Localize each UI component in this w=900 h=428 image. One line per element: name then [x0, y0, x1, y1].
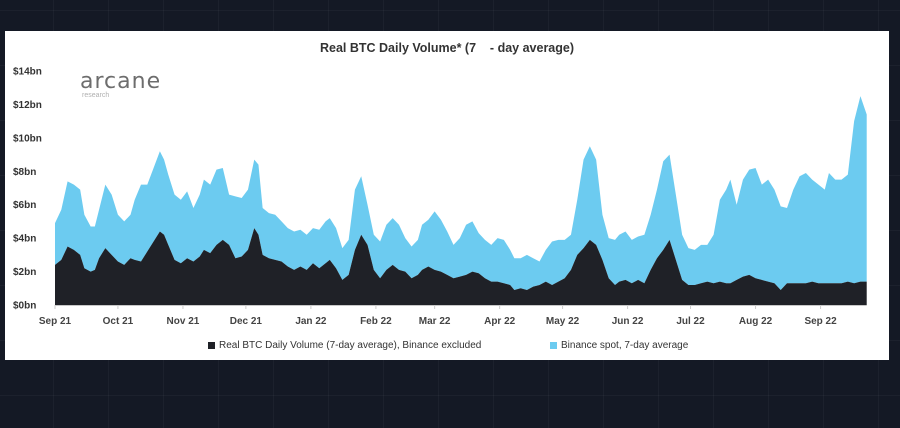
x-tick-label: Mar 22 [419, 316, 451, 327]
y-tick-label: $4bn [13, 234, 36, 245]
chart-plot: $0bn $2bn $4bn $6bn $8bn $10bn $12bn $14bn Sep … [13, 67, 867, 327]
x-tick-label: Jul 22 [676, 316, 705, 327]
x-tick-label: Sep 21 [39, 316, 72, 327]
legend-label-binance: Binance spot, 7-day average [561, 340, 689, 351]
x-tick-label: May 22 [546, 316, 580, 327]
y-tick-label: $6bn [13, 200, 36, 211]
x-tick-label: Dec 21 [230, 316, 263, 327]
x-tick-label: Oct 21 [103, 316, 134, 327]
logo-subtext: research [82, 92, 110, 99]
legend-item-real-btc: Real BTC Daily Volume (7-day average), B… [208, 340, 481, 351]
x-tick-label: Nov 21 [167, 316, 200, 327]
logo-text: arcane [80, 69, 162, 94]
x-tick-label: Aug 22 [739, 316, 773, 327]
legend-swatch-real-btc [208, 342, 215, 349]
y-tick-label: $2bn [13, 267, 36, 278]
arcane-logo: arcane research [80, 69, 162, 100]
x-tick-label: Sep 22 [804, 316, 837, 327]
legend-item-binance: Binance spot, 7-day average [550, 340, 688, 351]
area-real-btc-volume [55, 228, 867, 305]
chart-title: Real BTC Daily Volume* (7 - day average) [319, 41, 575, 55]
y-tick-label: $0bn [13, 301, 36, 312]
y-tick-label: $14bn [13, 67, 42, 78]
y-tick-label: $10bn [13, 133, 42, 144]
y-tick-label: $8bn [13, 167, 36, 178]
y-tick-label: $12bn [13, 100, 42, 111]
chart-card: Real BTC Daily Volume* (7 - day average)… [5, 31, 889, 360]
x-tick-label: Feb 22 [360, 316, 392, 327]
x-tick-label: Apr 22 [484, 316, 516, 327]
legend-label-real-btc: Real BTC Daily Volume (7-day average), B… [219, 340, 482, 351]
area-binance-spot [55, 96, 867, 290]
x-tick-label: Jun 22 [612, 316, 644, 327]
x-tick-label: Jan 22 [295, 316, 327, 327]
legend-swatch-binance [550, 342, 557, 349]
